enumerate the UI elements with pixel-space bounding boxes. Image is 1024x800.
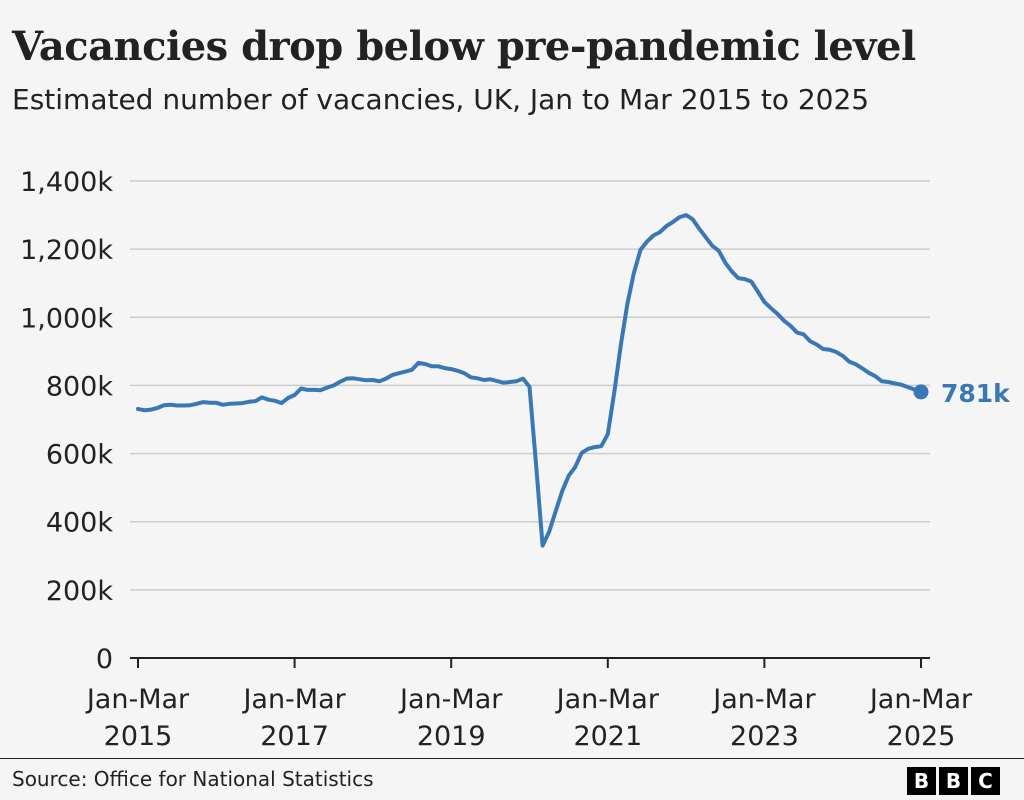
latest-point-marker [913, 384, 929, 400]
x-tick-label-year: 2017 [260, 721, 329, 752]
line-chart: 0 200k 400k 600k 800k 1,000k 1,200k 1,400k Jan-M… [20, 167, 1011, 752]
source-note: Source: Office for National Statistics [12, 767, 374, 791]
y-tick-label: 0 [96, 644, 113, 675]
chart-title: Vacancies drop below pre-pandemic level [12, 23, 916, 70]
x-tick-label-year: 2015 [104, 721, 173, 752]
x-tick-label: Jan-Mar [241, 684, 346, 715]
bbc-logo: B B C [907, 767, 1000, 795]
vacancies-series-line [136, 213, 923, 548]
y-tick-label: 400k [46, 508, 114, 539]
x-tick-label: Jan-Mar [868, 684, 973, 715]
y-tick-label: 1,200k [20, 235, 113, 266]
x-tick-label: Jan-Mar [398, 684, 503, 715]
y-tick-label: 800k [46, 371, 114, 402]
y-tick-label: 1,400k [20, 167, 113, 198]
bbc-logo-letter: B [907, 767, 936, 795]
chart-subtitle: Estimated number of vacancies, UK, Jan t… [12, 83, 870, 116]
bbc-logo-letter: B [939, 767, 968, 795]
x-tick-label-year: 2021 [573, 721, 642, 752]
latest-value-label: 781k [941, 379, 1011, 408]
x-tick-label: Jan-Mar [711, 684, 816, 715]
y-tick-label: 200k [46, 576, 114, 607]
y-tick-label: 1,000k [20, 303, 113, 334]
x-tick-label-year: 2019 [417, 721, 486, 752]
bbc-logo-letter: C [971, 767, 1000, 795]
footer-divider [0, 758, 1024, 759]
x-tick-label-year: 2025 [887, 721, 956, 752]
y-tick-label: 600k [46, 440, 114, 471]
x-tick-label: Jan-Mar [555, 684, 660, 715]
x-tick-label-year: 2023 [730, 721, 799, 752]
x-tick-label: Jan-Mar [85, 684, 190, 715]
